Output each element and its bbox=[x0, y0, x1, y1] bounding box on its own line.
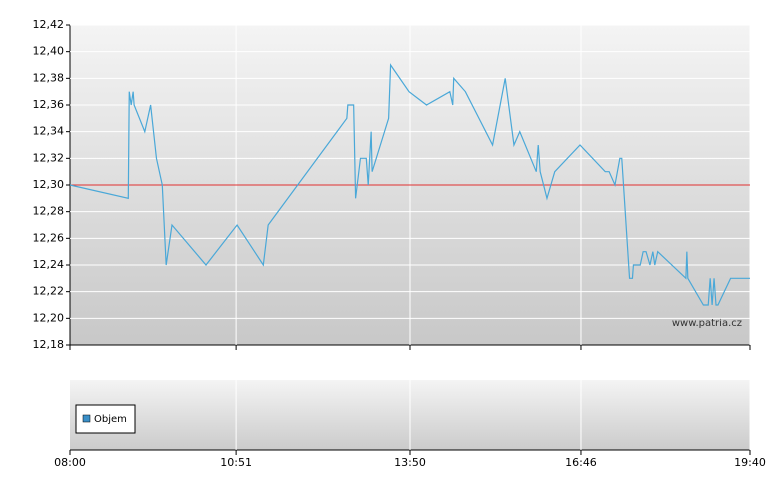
x-tick-label: 08:00 bbox=[54, 456, 86, 469]
y-tick-label: 12,36 bbox=[33, 98, 65, 111]
x-tick-label: 10:51 bbox=[220, 456, 252, 469]
y-tick-label: 12,26 bbox=[33, 231, 65, 244]
y-tick-label: 12,40 bbox=[33, 45, 65, 58]
legend-swatch bbox=[82, 414, 91, 423]
y-tick-label: 12,22 bbox=[33, 285, 65, 298]
y-tick-label: 12,20 bbox=[33, 311, 65, 324]
y-tick-label: 12,32 bbox=[33, 151, 65, 164]
price-line bbox=[69, 63, 750, 306]
y-tick-label: 12,42 bbox=[33, 18, 65, 31]
y-tick-label: 12,38 bbox=[33, 71, 65, 84]
y-tick-label: 12,18 bbox=[33, 338, 65, 351]
y-tick-label: 12,24 bbox=[33, 258, 65, 271]
y-tick-label: 12,30 bbox=[33, 178, 65, 191]
legend bbox=[75, 404, 136, 434]
y-tick-label: 12,34 bbox=[33, 125, 65, 138]
watermark: www.patria.cz bbox=[672, 318, 742, 329]
x-tick-label: 19:40 bbox=[734, 456, 766, 469]
legend-label: Objem bbox=[94, 414, 127, 425]
x-tick-label: 13:50 bbox=[394, 456, 426, 469]
x-tick-label: 16:46 bbox=[565, 456, 597, 469]
y-tick-label: 12,28 bbox=[33, 205, 65, 218]
